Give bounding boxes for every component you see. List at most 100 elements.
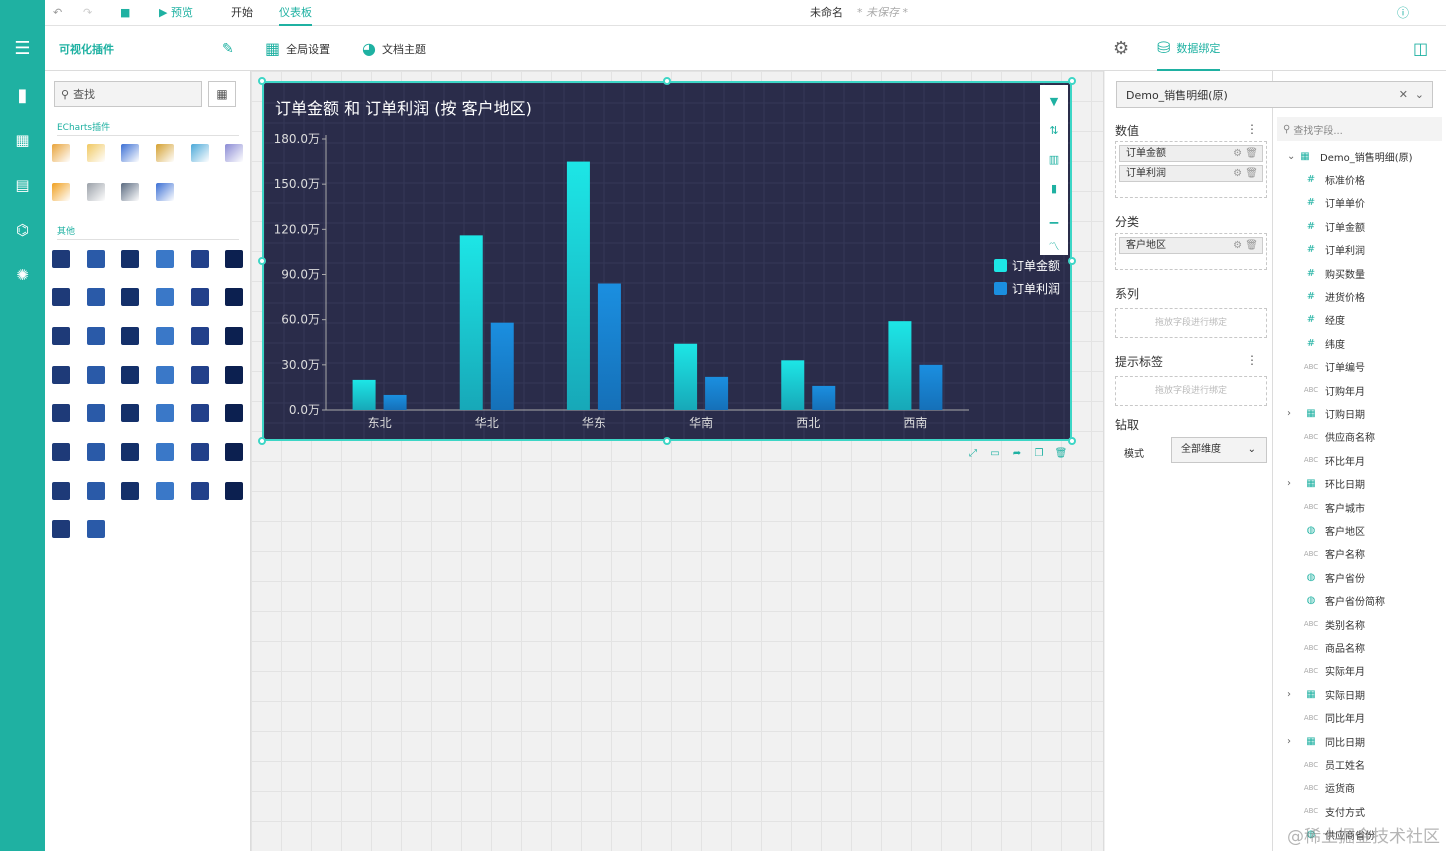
widget-plugin-icon[interactable] [191,443,209,461]
bar-chart[interactable]: 0.0万 30.0万 60.0万 90.0万 120.0万 150.0万 180.0万 东北 华… [262,81,1072,441]
clear-icon[interactable]: ✕ [1398,88,1408,101]
widget-plugin-icon[interactable] [191,366,209,384]
bar-amount[interactable] [352,379,376,410]
widget-plugin-icon[interactable] [191,250,209,268]
panel-toggle-icon[interactable]: ◫ [1413,39,1429,58]
trend-icon[interactable]: 〽 [1048,240,1060,253]
bar-amount[interactable] [566,161,590,410]
save-icon[interactable]: ■ [120,6,131,19]
tab-start[interactable]: 开始 [231,6,253,19]
value-chip[interactable]: 订单金额 ⚙ 🗑 [1119,145,1263,162]
field-item[interactable]: ◍ 客户地区 [1273,519,1446,542]
chevron-down-icon[interactable]: ⌄ [1414,88,1424,101]
plugin-search-input[interactable]: ⚲ 查找 [54,81,202,107]
bar-amount[interactable] [459,235,483,410]
analysis-icon[interactable]: ▁ [1049,211,1059,224]
bar-profit[interactable] [490,322,514,410]
widget-plugin-icon[interactable] [52,520,70,538]
legend-label[interactable]: 订单金额 [1012,258,1060,273]
tooltip-drop-zone[interactable]: 拖放字段进行绑定 [1115,376,1267,406]
value-chip[interactable]: 订单利润 ⚙ 🗑 [1119,165,1263,182]
chevron-right-icon[interactable]: › [1287,478,1291,490]
resize-handle[interactable] [1068,437,1076,445]
values-menu-icon[interactable]: ⋮ [1246,122,1258,136]
field-item[interactable]: ABC 员工姓名 [1273,753,1446,776]
widget-plugin-icon[interactable] [52,482,70,500]
widget-plugin-icon[interactable] [156,250,174,268]
gauge-chart-icon[interactable] [121,183,139,201]
mode-select[interactable]: 全部维度 ⌄ [1171,437,1267,463]
pie-chart-icon[interactable] [121,144,139,162]
field-item[interactable]: ABC 环比年月 [1273,449,1446,472]
bar-profit[interactable] [705,376,729,410]
resize-handle[interactable] [258,257,266,265]
report-nav-icon[interactable]: ▦ [15,131,30,149]
widget-plugin-icon[interactable] [52,366,70,384]
widget-plugin-icon[interactable] [52,443,70,461]
tab-dashboard[interactable]: 仪表板 [279,0,312,26]
widget-plugin-icon[interactable] [87,288,105,306]
widget-plugin-icon[interactable] [87,327,105,345]
widget-plugin-icon[interactable] [156,327,174,345]
help-icon[interactable]: ⓘ [1397,6,1410,20]
widget-plugin-icon[interactable] [225,250,243,268]
widget-plugin-icon[interactable] [191,404,209,422]
field-item[interactable]: › ▦ 订购日期 [1273,402,1446,425]
field-item[interactable]: ABC 同比年月 [1273,706,1446,729]
chevron-right-icon[interactable]: › [1287,408,1291,419]
field-item[interactable]: ◍ 供应商省份 [1273,823,1446,846]
field-item[interactable]: ◍ 客户省份 [1273,566,1446,589]
field-item[interactable]: # 纬度 [1273,332,1446,355]
field-root[interactable]: ⌄ ▦ Demo_销售明细(原) [1273,145,1446,168]
widget-plugin-icon[interactable] [87,250,105,268]
resize-handle[interactable] [663,77,671,85]
widget-plugin-icon[interactable] [87,366,105,384]
field-item[interactable]: # 标准价格 [1273,168,1446,191]
widget-plugin-icon[interactable] [225,366,243,384]
widget-plugin-icon[interactable] [87,482,105,500]
widget-plugin-icon[interactable] [191,327,209,345]
widget-plugin-icon[interactable] [191,288,209,306]
funnel-chart-icon[interactable] [52,183,70,201]
resize-handle[interactable] [1068,77,1076,85]
menu-icon[interactable]: ☰ [14,37,31,59]
widget-plugin-icon[interactable] [87,520,105,538]
widget-plugin-icon[interactable] [225,482,243,500]
bar-profit[interactable] [919,364,943,410]
scatter-chart-icon[interactable] [191,144,209,162]
widget-plugin-icon[interactable] [225,404,243,422]
radar-chart-icon[interactable] [156,144,174,162]
field-item[interactable]: ABC 客户城市 [1273,496,1446,519]
widget-plugin-icon[interactable] [156,443,174,461]
preview-button[interactable]: ▶ 预览 [159,6,193,19]
bar-amount[interactable] [674,343,698,410]
widget-plugin-icon[interactable] [121,250,139,268]
values-drop-zone[interactable]: 订单金额 ⚙ 🗑 订单利润 ⚙ 🗑 [1115,141,1267,198]
pin-icon[interactable]: ✎ [222,40,234,57]
field-item[interactable]: ABC 支付方式 [1273,800,1446,823]
grid-view-icon[interactable]: ▦ [208,81,236,107]
field-search-input[interactable]: ⚲ 查找字段... [1277,117,1442,141]
widget-plugin-icon[interactable] [156,366,174,384]
doc-theme-button[interactable]: ◕ 文档主题 [362,26,426,71]
legend-label[interactable]: 订单利润 [1012,282,1060,296]
tree-nav-icon[interactable]: ⌬ [15,221,30,239]
field-item[interactable]: # 订单金额 [1273,215,1446,238]
widget-plugin-icon[interactable] [121,327,139,345]
widget-plugin-icon[interactable] [87,443,105,461]
chart-type-icon[interactable]: ▥ [1048,153,1060,166]
widget-plugin-icon[interactable] [225,288,243,306]
wordcloud-chart-icon[interactable] [87,183,105,201]
field-item[interactable]: ABC 实际年月 [1273,659,1446,682]
folder-nav-icon[interactable]: ▤ [15,176,30,194]
field-item[interactable]: ABC 订单编号 [1273,355,1446,378]
chip-actions-icon[interactable]: ⚙ 🗑 [1233,168,1258,179]
bar-amount[interactable] [888,321,912,410]
field-item[interactable]: ABC 供应商名称 [1273,425,1446,448]
chip-actions-icon[interactable]: ⚙ 🗑 [1233,240,1258,251]
category-chip[interactable]: 客户地区 ⚙ 🗑 [1119,237,1263,254]
comment-icon[interactable]: ▭ [990,447,1000,459]
widget-plugin-icon[interactable] [225,327,243,345]
line-chart-icon[interactable] [87,144,105,162]
gear-icon[interactable]: ⚙ [1113,38,1130,59]
